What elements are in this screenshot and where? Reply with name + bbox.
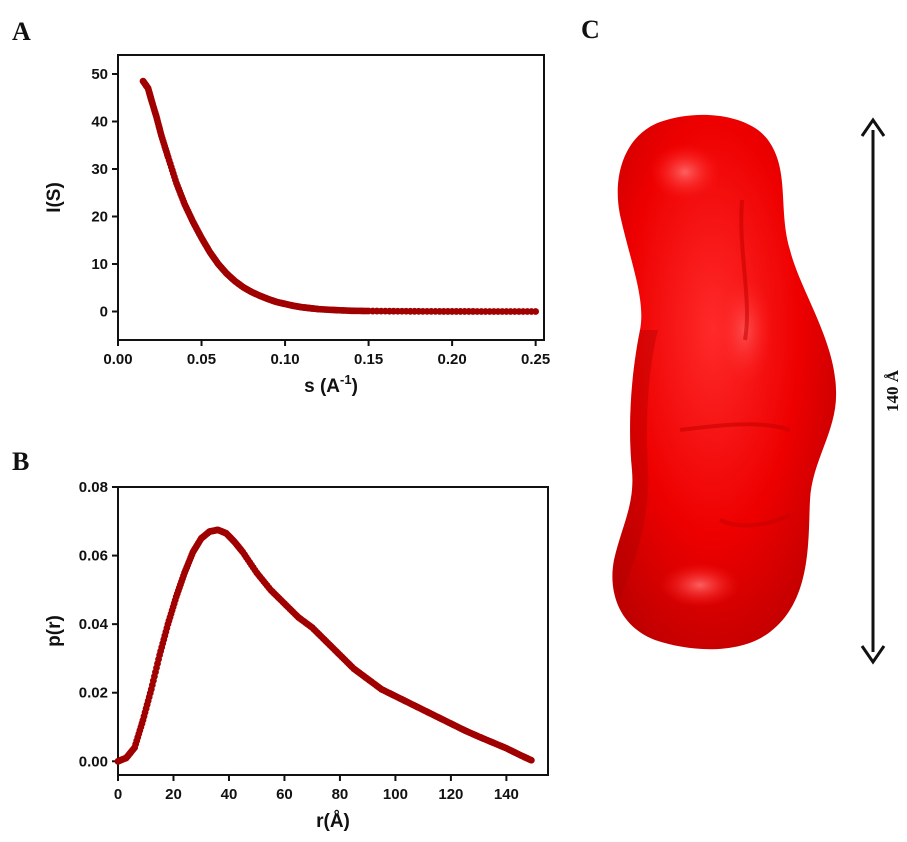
chart-a-frame (117, 54, 545, 341)
envelope-ridge (679, 199, 791, 528)
chart-b: 0 20 40 60 80 100 120 140 0.00 0.02 0.04 0.06 0.08 r… (44, 479, 549, 832)
chart-a: 0.00 0.05 0.10 0.15 0.20 0.25 0 10 20 30 40 50 s (A… (44, 54, 550, 397)
x-tick-label: 0.25 (521, 351, 550, 368)
x-tick-label: 100 (383, 786, 408, 803)
x-tick-label: 140 (494, 786, 519, 803)
x-tick-label: 0.00 (103, 351, 132, 368)
x-tick-label: 0.15 (354, 351, 383, 368)
panel-letter-b: B (12, 447, 29, 476)
x-tick-label: 20 (165, 786, 182, 803)
chart-b-frame (117, 486, 549, 776)
y-tick-label: 20 (91, 209, 108, 226)
envelope-body (612, 114, 837, 650)
x-tick-label: 0.20 (438, 351, 467, 368)
x-tick-label: 80 (332, 786, 349, 803)
envelope-highlight-low (660, 563, 740, 607)
y-tick-label: 0.02 (79, 685, 108, 702)
y-tick-label: 0 (100, 304, 108, 321)
chart-b-xlabel: r(Å) (316, 811, 350, 832)
y-tick-label: 40 (91, 114, 108, 131)
data-point (532, 308, 540, 315)
chart-a-xlabel: s (A-1) (304, 372, 358, 397)
chart-a-ticks: 0.00 0.05 0.10 0.15 0.20 0.25 0 10 20 30 40 50 (91, 66, 550, 368)
envelope-model (612, 114, 837, 650)
envelope-shadow (613, 330, 658, 600)
x-tick-label: 40 (221, 786, 238, 803)
x-tick-label: 120 (438, 786, 463, 803)
y-tick-label: 0.00 (79, 753, 108, 770)
envelope-highlight-top (650, 144, 720, 200)
x-tick-label: 60 (276, 786, 293, 803)
y-tick-label: 0.06 (79, 548, 108, 565)
y-tick-label: 10 (91, 256, 108, 273)
dimension-label: 140 Å (883, 369, 902, 412)
y-tick-label: 0.08 (79, 479, 108, 496)
data-point (527, 756, 535, 764)
x-tick-label: 0.10 (270, 351, 299, 368)
chart-a-points (139, 77, 540, 315)
panel-letter-a: A (12, 17, 31, 46)
y-tick-label: 30 (91, 161, 108, 178)
y-tick-label: 0.04 (79, 616, 109, 633)
dimension-arrow: 140 Å (860, 117, 902, 665)
y-tick-label: 50 (91, 66, 108, 83)
panel-letter-c: C (581, 15, 600, 44)
x-tick-label: 0.05 (187, 351, 216, 368)
x-tick-label: 0 (114, 786, 122, 803)
chart-b-points (114, 526, 535, 765)
arrowhead-top-icon (860, 117, 886, 137)
arrowhead-bottom-icon (860, 645, 886, 665)
chart-b-ticks: 0 20 40 60 80 100 120 140 0.00 0.02 0.04 0.06 0.08 (79, 479, 519, 803)
chart-b-ylabel: p(r) (44, 615, 65, 647)
chart-a-ylabel: I(S) (44, 182, 65, 213)
